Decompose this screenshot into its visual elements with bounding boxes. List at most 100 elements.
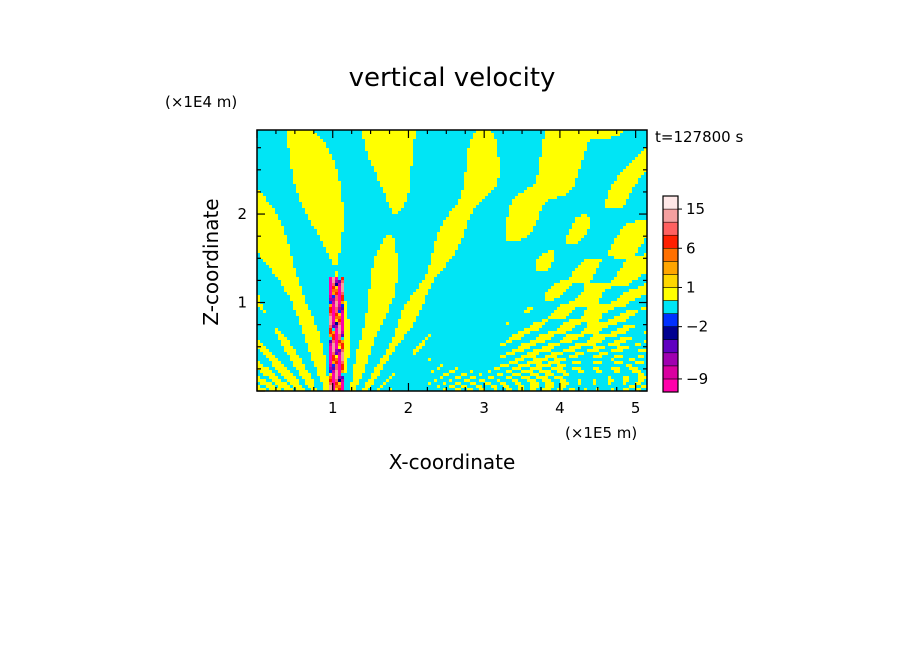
field-cell: [317, 199, 321, 203]
field-cell: [548, 175, 552, 179]
field-cell: [428, 133, 432, 137]
field-cell: [482, 148, 486, 152]
field-cell: [392, 184, 396, 188]
field-cell: [284, 178, 288, 182]
field-cell: [551, 217, 555, 221]
field-cell: [419, 184, 423, 188]
field-cell: [314, 244, 318, 248]
field-cell: [347, 208, 351, 212]
field-cell: [362, 172, 366, 176]
field-cell: [437, 178, 441, 182]
field-cell: [371, 199, 375, 203]
field-cell: [548, 214, 552, 218]
field-cell: [527, 163, 531, 167]
field-cell: [428, 160, 432, 164]
field-cell: [452, 151, 456, 155]
field-cell: [623, 202, 627, 206]
field-cell: [257, 214, 261, 218]
field-cell: [344, 202, 348, 206]
field-cell: [386, 211, 390, 215]
field-cell: [266, 229, 270, 233]
field-cell: [584, 145, 588, 149]
field-cell: [269, 211, 273, 215]
field-cell: [410, 172, 414, 176]
field-cell: [266, 166, 270, 170]
field-cell: [353, 193, 357, 197]
field-cell: [290, 172, 294, 176]
field-cell: [560, 220, 564, 224]
field-cell: [611, 205, 615, 209]
field-cell: [383, 196, 387, 200]
field-cell: [386, 181, 390, 185]
field-cell: [614, 202, 618, 206]
field-cell: [347, 157, 351, 161]
field-cell: [635, 220, 639, 224]
field-cell: [368, 217, 372, 221]
field-cell: [350, 172, 354, 176]
field-cell: [419, 142, 423, 146]
field-cell: [572, 181, 576, 185]
field-cell: [476, 214, 480, 218]
field-cell: [644, 238, 648, 242]
field-cell: [500, 235, 504, 239]
field-cell: [614, 139, 618, 143]
field-cell: [371, 154, 375, 158]
field-cell: [443, 130, 447, 134]
field-cell: [629, 211, 633, 215]
field-cell: [323, 238, 327, 242]
field-cell: [293, 178, 297, 182]
field-cell: [317, 151, 321, 155]
field-cell: [458, 181, 462, 185]
field-cell: [626, 220, 630, 224]
field-cell: [512, 214, 516, 218]
field-cell: [296, 199, 300, 203]
field-cell: [509, 160, 513, 164]
field-cell: [446, 142, 450, 146]
field-cell: [608, 202, 612, 206]
field-cell: [449, 163, 453, 167]
field-cell: [323, 235, 327, 239]
field-cell: [386, 220, 390, 224]
field-cell: [353, 160, 357, 164]
field-cell: [398, 196, 402, 200]
field-cell: [632, 154, 636, 158]
field-cell: [404, 160, 408, 164]
field-cell: [392, 241, 396, 245]
field-cell: [488, 160, 492, 164]
field-cell: [338, 169, 342, 173]
field-cell: [539, 199, 543, 203]
field-cell: [281, 223, 285, 227]
field-cell: [614, 142, 618, 146]
field-cell: [527, 241, 531, 245]
field-cell: [572, 142, 576, 146]
field-cell: [527, 157, 531, 161]
field-cell: [371, 226, 375, 230]
field-cell: [269, 172, 273, 176]
field-cell: [269, 130, 273, 134]
field-cell: [362, 208, 366, 212]
field-cell: [458, 163, 462, 167]
field-cell: [428, 235, 432, 239]
field-cell: [488, 205, 492, 209]
field-cell: [548, 208, 552, 212]
field-cell: [410, 217, 414, 221]
field-cell: [368, 226, 372, 230]
field-cell: [533, 142, 537, 146]
field-cell: [587, 214, 591, 218]
field-cell: [500, 217, 504, 221]
field-cell: [278, 232, 282, 236]
field-cell: [473, 220, 477, 224]
field-cell: [581, 184, 585, 188]
field-cell: [374, 199, 378, 203]
field-cell: [365, 169, 369, 173]
field-cell: [494, 139, 498, 143]
field-cell: [440, 133, 444, 137]
field-cell: [314, 178, 318, 182]
field-cell: [629, 136, 633, 140]
field-cell: [272, 220, 276, 224]
field-cell: [335, 181, 339, 185]
field-cell: [326, 148, 330, 152]
field-cell: [332, 199, 336, 203]
field-cell: [431, 166, 435, 170]
field-cell: [284, 145, 288, 149]
